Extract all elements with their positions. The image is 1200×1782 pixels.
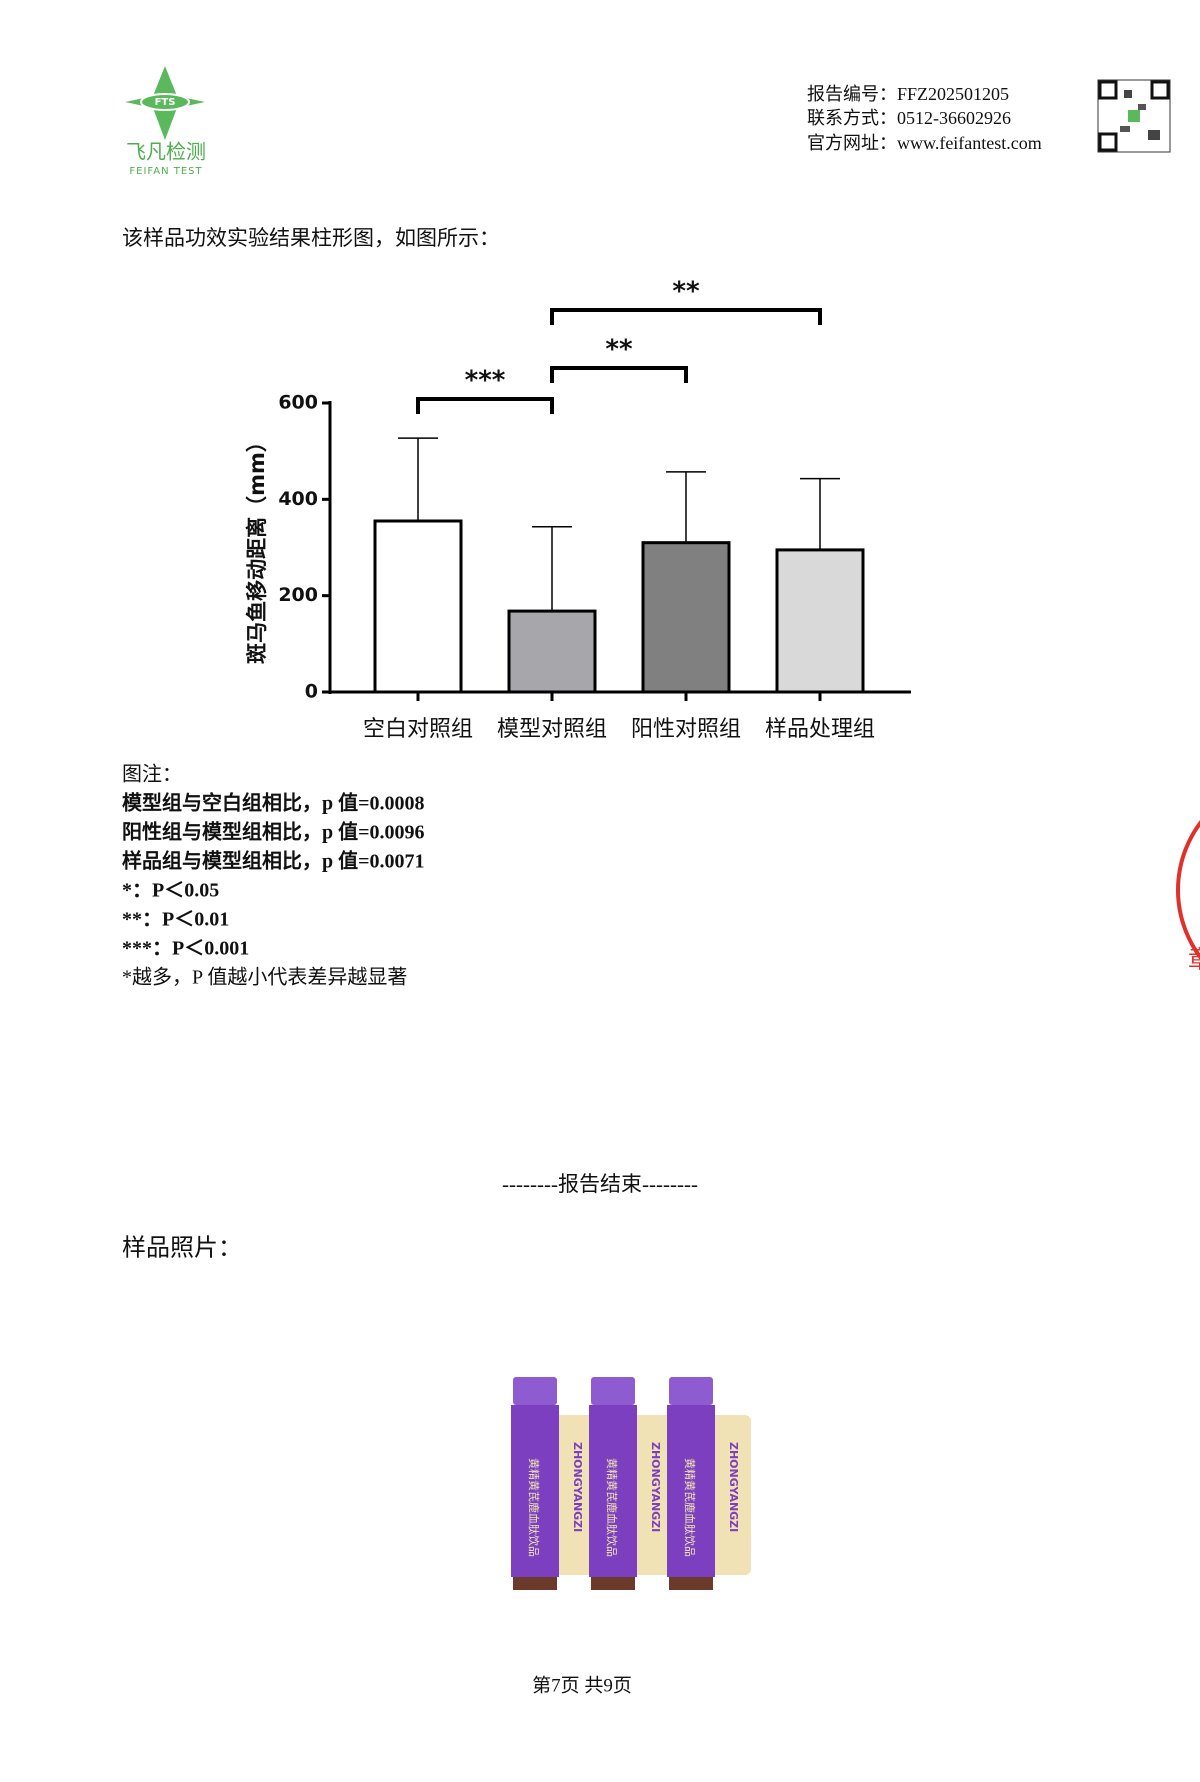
logo-ring [140,93,190,111]
logo-star [125,66,205,140]
note-line: *：P＜0.05 [122,880,219,902]
bottle-cap [591,1377,635,1405]
y-tick-label: 0 [305,681,318,703]
chart: 0 200 400 600 斑马鱼移动距离（mm） 空白对照组 模型对照组 阳性对照组 样品处理… [245,277,911,742]
qr-code [1097,79,1171,153]
sample-photo: 黄精黄芪鹿血肽饮品 ZHONGYANGZI 黄精黄芪鹿血肽饮品 ZHONGYANGZI… [511,1377,751,1590]
intro: 该样品功效实验结果柱形图，如图所示： [122,226,500,250]
footer: 第7页 共9页 [532,1674,632,1696]
note-line: 样品组与模型组相比，p 值=0.0071 [122,849,425,873]
bottle-label-back [629,1415,673,1575]
significance-bracket [416,397,554,414]
significance-label: *** [465,366,506,396]
stamp: 章 [1176,820,1200,974]
significance-label: ** [672,277,700,307]
logo-name: 飞凡检测 [126,140,206,164]
logo-sub: FEIFAN TEST [129,166,202,177]
bottle-name: 黄精黄芪鹿血肽饮品 [605,1458,619,1557]
bottle-body [589,1405,637,1577]
bottle-cap [669,1377,713,1405]
significance-bracket [550,308,822,325]
note-line: ***：P＜0.001 [122,938,249,960]
x-tick-label: 模型对照组 [497,717,607,742]
bottle-body [667,1405,715,1577]
bottle-base [669,1577,713,1590]
note-line: 图注： [122,763,182,786]
bottle-brand: ZHONGYANGZI [727,1442,740,1532]
bottle-name: 黄精黄芪鹿血肽饮品 [527,1458,541,1557]
bar [775,548,865,694]
bar [507,609,597,694]
bottle-body [511,1405,559,1577]
significance-bracket [550,366,688,383]
y-axis-title: 斑马鱼移动距离（mm） [245,431,269,664]
note-line: 阳性组与模型组相比，p 值=0.0096 [122,820,425,844]
bottle-base [513,1577,557,1590]
bottle-base [591,1577,635,1590]
bottle-cap [513,1377,557,1405]
stamp-text: 章 [1188,947,1200,974]
logo: FTS 飞凡检测 FEIFAN TEST [125,66,206,177]
header-info: 官方网址：www.feifantest.com [807,133,1042,153]
y-tick-label: 600 [278,392,318,414]
x-tick-label: 阳性对照组 [631,717,741,742]
significance-label: ** [605,335,633,365]
header-info: 联系方式：0512-36602926 [807,108,1011,128]
note-line: **：P＜0.01 [122,909,229,931]
logo-mark: FTS [155,97,176,108]
bar [373,519,463,694]
note-line: *越多，P 值越小代表差异越显著 [122,966,407,989]
x-tick-label: 样品处理组 [765,717,875,742]
bottle-name: 黄精黄芪鹿血肽饮品 [683,1458,697,1557]
end-text: --------报告结束-------- [502,1172,698,1196]
photo-label: 样品照片： [122,1235,242,1262]
bottle-brand: ZHONGYANGZI [649,1442,662,1532]
y-tick-label: 200 [278,584,318,606]
notes: 图注： 模型组与空白组相比，p 值=0.0008 阳性组与模型组相比，p 值=0.0… [122,763,425,989]
x-tick-label: 空白对照组 [363,717,473,742]
bottle-brand: ZHONGYANGZI [571,1442,584,1532]
header-info: 报告编号：FFZ202501205 [807,84,1009,104]
y-tick-label: 400 [278,488,318,510]
note-line: 模型组与空白组相比，p 值=0.0008 [122,791,425,815]
bar [641,541,731,694]
bottle-label-back [551,1415,595,1575]
bottle-label-back [707,1415,751,1575]
